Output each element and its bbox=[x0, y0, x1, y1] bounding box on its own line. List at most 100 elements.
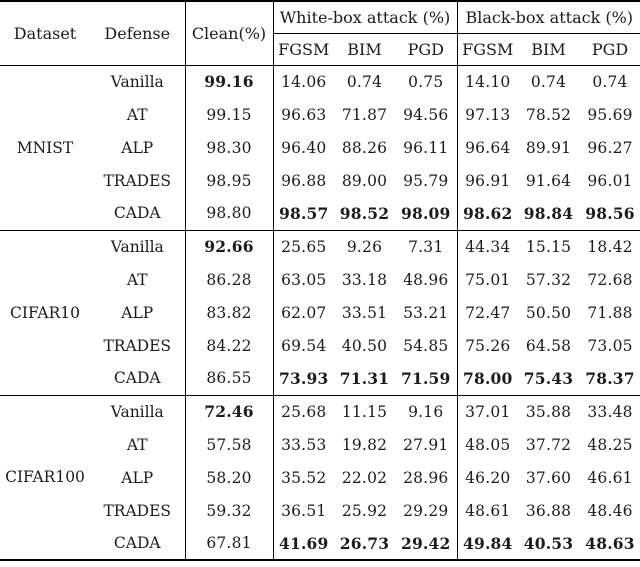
wb-fgsm-cell: 96.40 bbox=[281, 138, 327, 157]
clean-cell: 59.32 bbox=[185, 494, 274, 527]
wb-fgsm-cell: 96.88 bbox=[281, 171, 327, 190]
col-header-whitebox: White-box attack (%) bbox=[273, 1, 458, 34]
table-row: AT 57.58 33.53 19.82 27.91 48.05 37.72 48.25 bbox=[0, 428, 640, 461]
wb-pgd-cell: 27.91 bbox=[395, 428, 458, 461]
wb-fgsm-cell: 25.65 bbox=[273, 229, 334, 263]
bb-fgsm-cell: 98.62 bbox=[462, 203, 513, 223]
bb-fgsm-cell: 72.47 bbox=[465, 303, 511, 322]
bb-pgd-cell: 71.88 bbox=[587, 303, 633, 322]
wb-pgd-cell: 48.96 bbox=[395, 263, 458, 296]
bb-bim-cell: 78.52 bbox=[525, 105, 572, 124]
wb-pgd-cell: 0.75 bbox=[395, 65, 458, 98]
bb-bim-cell: 35.88 bbox=[518, 394, 580, 428]
wb-bim-cell: 26.73 bbox=[339, 533, 390, 553]
wb-bim-cell: 98.52 bbox=[339, 203, 390, 223]
defense-cell: AT bbox=[90, 263, 186, 296]
defense-cell: Vanilla bbox=[90, 394, 186, 428]
bb-bim-cell: 40.53 bbox=[523, 533, 574, 553]
clean-cell: 57.58 bbox=[185, 428, 274, 461]
col-header-bb-bim: BIM bbox=[518, 33, 580, 66]
table-row: CIFAR10 Vanilla 92.66 25.65 9.26 7.31 44.34 15.… bbox=[0, 229, 640, 395]
col-header-wb-fgsm: FGSM bbox=[273, 33, 334, 66]
bb-bim-cell: 89.91 bbox=[525, 138, 572, 157]
bb-fgsm-cell: 96.64 bbox=[465, 138, 511, 157]
bb-pgd-cell: 18.42 bbox=[579, 229, 640, 263]
table-row: CADA 98.80 98.57 98.52 98.09 98.62 98.84 98.56 bbox=[0, 197, 640, 230]
wb-bim-cell: 33.18 bbox=[341, 270, 388, 289]
clean-cell: 86.55 bbox=[185, 362, 274, 395]
wb-pgd-cell: 71.59 bbox=[395, 362, 458, 395]
defense-cell: CADA bbox=[90, 527, 186, 560]
bb-pgd-cell: 72.68 bbox=[587, 270, 633, 289]
bb-pgd-cell: 48.63 bbox=[585, 533, 635, 553]
wb-fgsm-cell: 69.54 bbox=[281, 336, 327, 355]
wb-bim-cell: 0.74 bbox=[346, 72, 383, 91]
bb-bim-cell: 91.64 bbox=[525, 171, 572, 190]
bb-fgsm-cell: 44.34 bbox=[457, 229, 519, 263]
col-header-bb-fgsm: FGSM bbox=[457, 33, 519, 66]
wb-pgd-cell: 29.42 bbox=[395, 527, 458, 560]
defense-cell: Vanilla bbox=[90, 229, 186, 263]
col-header-blackbox: Black-box attack (%) bbox=[457, 1, 640, 34]
defense-cell: ALP bbox=[90, 296, 186, 329]
clean-cell: 67.81 bbox=[185, 527, 274, 560]
wb-bim-cell: 40.50 bbox=[341, 336, 388, 355]
wb-bim-cell: 71.87 bbox=[341, 105, 388, 124]
col-header-defense: Defense bbox=[90, 1, 186, 66]
wb-fgsm-cell: 63.05 bbox=[281, 270, 327, 289]
wb-fgsm-cell: 36.51 bbox=[281, 501, 327, 520]
table-row: AT 86.28 63.05 33.18 48.96 75.01 57.32 72.68 bbox=[0, 263, 640, 296]
table-row: MNIST Vanilla 99.16 14.06 0.74 0.75 14.10 0.74 0… bbox=[0, 65, 640, 157]
dataset-cell: CIFAR10 bbox=[0, 229, 90, 395]
wb-bim-cell: 33.51 bbox=[341, 303, 388, 322]
bb-fgsm-cell: 96.91 bbox=[465, 171, 511, 190]
clean-cell: 98.95 bbox=[185, 164, 274, 197]
col-header-dataset: Dataset bbox=[0, 1, 90, 66]
defense-cell: TRADES bbox=[90, 164, 186, 197]
clean-cell: 98.80 bbox=[185, 197, 274, 230]
table-row: ALP 58.20 35.52 22.02 28.96 46.20 37.60 46.61 bbox=[0, 461, 640, 494]
bb-fgsm-cell: 97.13 bbox=[465, 105, 511, 124]
defense-cell: TRADES bbox=[90, 494, 186, 527]
col-header-bb-pgd: PGD bbox=[579, 33, 640, 66]
wb-pgd-cell: 95.79 bbox=[395, 164, 458, 197]
bb-fgsm-cell: 14.10 bbox=[465, 72, 511, 91]
bb-pgd-cell: 48.25 bbox=[587, 435, 633, 454]
bb-pgd-cell: 96.01 bbox=[587, 171, 633, 190]
clean-cell: 83.82 bbox=[185, 296, 274, 329]
table-row: TRADES 59.32 36.51 25.92 29.29 48.61 36.88 48.4… bbox=[0, 494, 640, 527]
wb-fgsm-cell: 25.68 bbox=[273, 394, 334, 428]
header-row-attacks: FGSM BIM PGD FGSM BIM PGD bbox=[0, 33, 640, 66]
table-header: Dataset Defense Clean(%) White-box attac… bbox=[0, 1, 640, 66]
wb-fgsm-cell: 96.63 bbox=[281, 105, 327, 124]
defense-cell: Vanilla bbox=[90, 65, 186, 98]
wb-pgd-cell: 53.21 bbox=[395, 296, 458, 329]
wb-bim-cell: 88.26 bbox=[341, 138, 388, 157]
wb-bim-cell: 71.31 bbox=[339, 368, 390, 388]
bb-bim-cell: 0.74 bbox=[530, 72, 567, 91]
wb-pgd-cell: 54.85 bbox=[395, 329, 458, 362]
table-row: CIFAR100 Vanilla 72.46 25.68 11.15 9.16 37.01 3… bbox=[0, 394, 640, 560]
bb-bim-cell: 98.84 bbox=[523, 203, 574, 223]
table-row: TRADES 84.22 69.54 40.50 54.85 75.26 64.58 73.0… bbox=[0, 329, 640, 362]
table-row: CADA 67.81 41.69 26.73 29.42 49.84 40.53 48.63 bbox=[0, 527, 640, 560]
bb-fgsm-cell: 46.20 bbox=[465, 468, 511, 487]
bb-fgsm-cell: 48.61 bbox=[465, 501, 511, 520]
bb-pgd-cell: 95.69 bbox=[587, 105, 633, 124]
defense-cell: AT bbox=[90, 428, 186, 461]
wb-fgsm-cell: 33.53 bbox=[281, 435, 327, 454]
col-header-clean: Clean(%) bbox=[185, 1, 274, 66]
wb-pgd-cell: 9.16 bbox=[395, 394, 458, 428]
bb-bim-cell: 75.43 bbox=[523, 368, 574, 388]
clean-cell: 84.22 bbox=[185, 329, 274, 362]
defense-cell: ALP bbox=[90, 131, 186, 164]
bb-pgd-cell: 96.27 bbox=[587, 138, 633, 157]
defense-cell: ALP bbox=[90, 461, 186, 494]
wb-fgsm-cell: 98.57 bbox=[278, 203, 329, 223]
clean-cell: 99.16 bbox=[185, 65, 274, 98]
defense-cell: CADA bbox=[90, 362, 186, 395]
clean-cell: 99.15 bbox=[185, 98, 274, 131]
bb-fgsm-cell: 75.01 bbox=[465, 270, 511, 289]
bb-bim-cell: 37.72 bbox=[525, 435, 572, 454]
